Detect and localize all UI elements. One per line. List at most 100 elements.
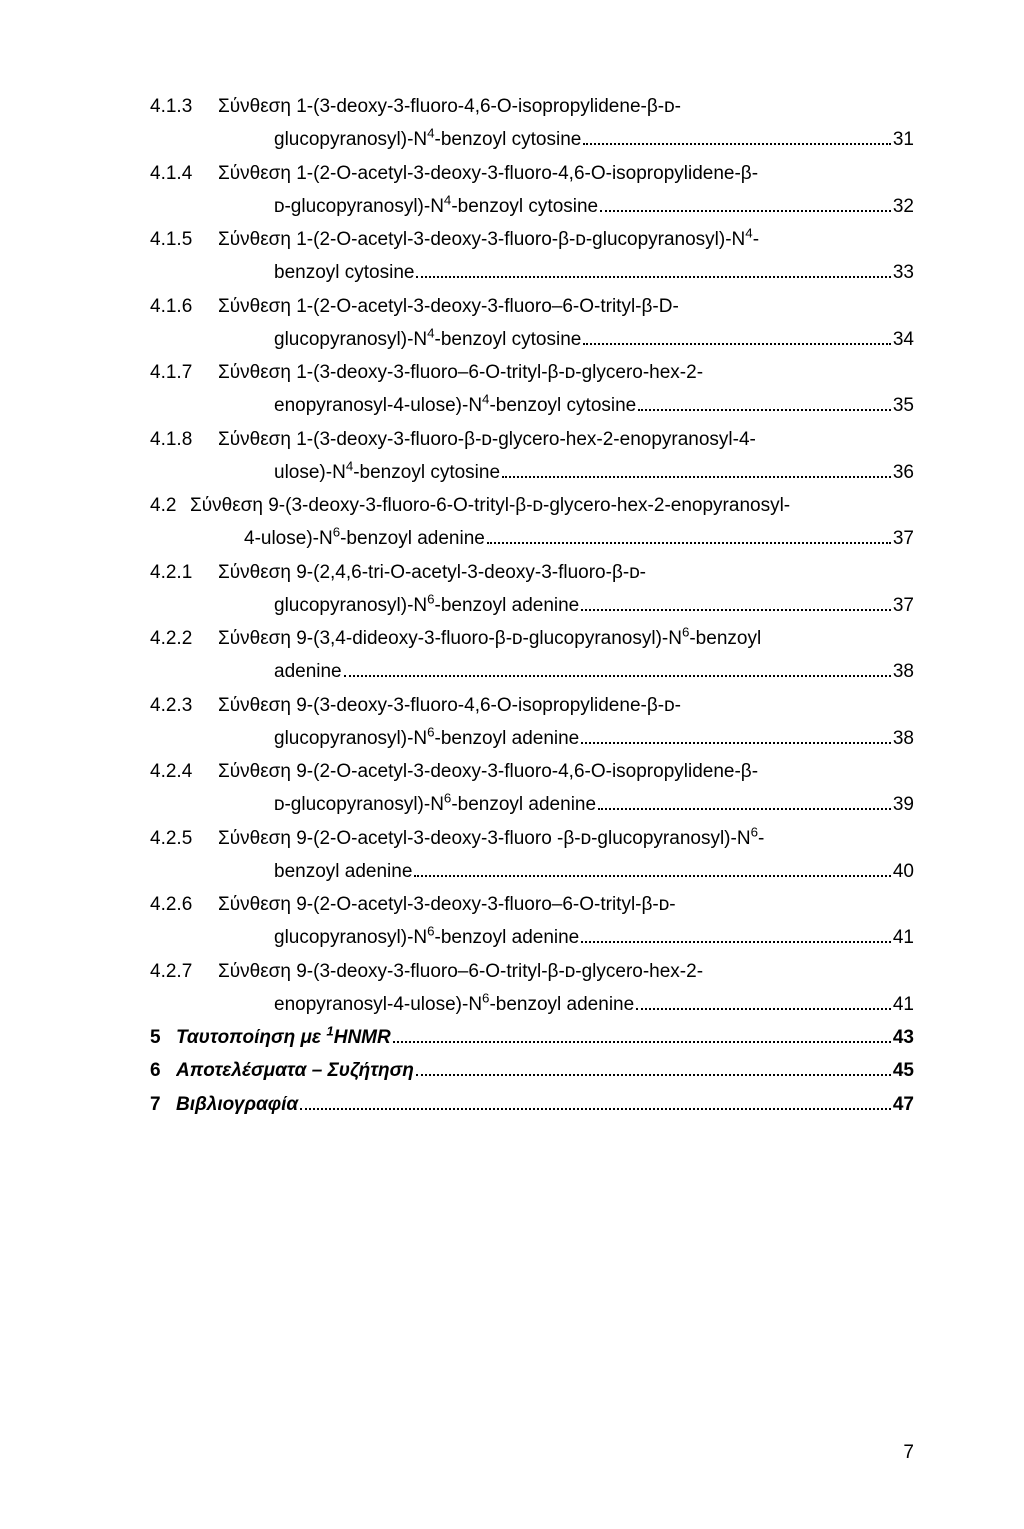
toc-label: Σύνθεση 9-(2,4,6-tri-O-acetyl-3-deoxy-3-… — [218, 556, 646, 589]
toc-leader: glucopyranosyl)-N6-benzoyl adenine37 — [274, 589, 914, 622]
toc-label: ᴅ-glucopyranosyl)-N6-benzoyl adenine — [274, 788, 596, 821]
toc-leader: enopyranosyl-4-ulose)-N6-benzoyl adenine… — [274, 988, 914, 1021]
toc-leader: ᴅ-glucopyranosyl)-N4-benzoyl cytosine 32 — [274, 190, 914, 223]
toc-entry: glucopyranosyl)-N6-benzoyl adenine38 — [150, 722, 914, 755]
toc-page: 47 — [893, 1088, 914, 1121]
toc-number: 4.2 — [150, 489, 190, 522]
toc-entry: enopyranosyl-4-ulose)-N4-benzoyl cytosin… — [150, 389, 914, 422]
toc-label: Σύνθεση 9-(3-deoxy-3-fluoro–6-O-trityl-β… — [218, 955, 703, 988]
toc-entry: ulose)-N4-benzoyl cytosine36 — [150, 456, 914, 489]
toc-entry-line: 4.2.2Σύνθεση 9-(3,4-dideoxy-3-fluoro-β-ᴅ… — [150, 622, 914, 655]
toc-dots — [414, 858, 890, 877]
toc-dots — [581, 592, 891, 611]
toc-entry-line: 4.1.3Σύνθεση 1-(3-deoxy-3-fluoro-4,6-O-i… — [150, 90, 914, 123]
toc-page: 40 — [893, 855, 914, 888]
toc-number: 4.2.1 — [150, 556, 218, 589]
toc-entry: ᴅ-glucopyranosyl)-N6-benzoyl adenine 39 — [150, 788, 914, 821]
toc-entry: 4-ulose)-N6-benzoyl adenine37 — [150, 522, 914, 555]
toc-label: Σύνθεση 9-(2-O-acetyl-3-deoxy-3-fluoro-4… — [218, 755, 758, 788]
toc-page: 37 — [893, 589, 914, 622]
toc-label: benzoyl adenine — [274, 855, 412, 888]
toc-entry: 7Βιβλιογραφία47 — [150, 1088, 914, 1121]
toc-indent — [150, 921, 274, 954]
toc-indent — [150, 788, 274, 821]
toc-page: 39 — [893, 788, 914, 821]
toc-entry: 6Αποτελέσματα – Συζήτηση 45 — [150, 1054, 914, 1087]
toc-label: Αποτελέσματα – Συζήτηση — [176, 1054, 414, 1087]
toc-dots — [487, 525, 891, 544]
toc-label: Ταυτοποίηση με 1HNMR — [176, 1021, 391, 1054]
toc-number: 4.2.2 — [150, 622, 218, 655]
toc-number: 4.1.6 — [150, 290, 218, 323]
toc-entry-line: 4.1.5Σύνθεση 1-(2-O-acetyl-3-deoxy-3-flu… — [150, 223, 914, 256]
toc-leader: benzoyl adenine 40 — [274, 855, 914, 888]
toc-entry-line: 4.1.8Σύνθεση 1-(3-deoxy-3-fluoro-β-ᴅ-gly… — [150, 423, 914, 456]
toc-leader: ᴅ-glucopyranosyl)-N6-benzoyl adenine 39 — [274, 788, 914, 821]
toc-page: 41 — [893, 921, 914, 954]
toc-dots — [581, 924, 891, 943]
toc-leader: glucopyranosyl)-N6-benzoyl adenine38 — [274, 722, 914, 755]
toc-page: 45 — [893, 1054, 914, 1087]
toc-page: 32 — [893, 190, 914, 223]
toc-entry: benzoyl cytosine 33 — [150, 256, 914, 289]
toc-entry-line: 4.2.7Σύνθεση 9-(3-deoxy-3-fluoro–6-O-tri… — [150, 955, 914, 988]
toc-number: 4.2.3 — [150, 689, 218, 722]
toc-leader: benzoyl cytosine 33 — [274, 256, 914, 289]
toc-dots — [416, 1057, 891, 1076]
toc-number: 4.2.4 — [150, 755, 218, 788]
toc-page: 34 — [893, 323, 914, 356]
toc-dots — [416, 259, 890, 278]
toc-leader: glucopyranosyl)-N4-benzoyl cytosine31 — [274, 123, 914, 156]
toc-label: adenine — [274, 655, 342, 688]
toc-label: glucopyranosyl)-N6-benzoyl adenine — [274, 921, 579, 954]
toc-dots — [598, 791, 891, 810]
toc-indent — [150, 522, 244, 555]
toc-page: 41 — [893, 988, 914, 1021]
toc-page: 43 — [893, 1021, 914, 1054]
toc-label: Σύνθεση 1-(2-O-acetyl-3-deoxy-3-fluoro–6… — [218, 290, 679, 323]
toc-label: enopyranosyl-4-ulose)-N4-benzoyl cytosin… — [274, 389, 636, 422]
toc-entry-line: 4.1.4Σύνθεση 1-(2-O-acetyl-3-deoxy-3-flu… — [150, 157, 914, 190]
toc-label: Σύνθεση 9-(3,4-dideoxy-3-fluoro-β-ᴅ-gluc… — [218, 622, 761, 655]
toc-entry: benzoyl adenine 40 — [150, 855, 914, 888]
toc-leader: ulose)-N4-benzoyl cytosine36 — [274, 456, 914, 489]
toc-entry: glucopyranosyl)-N6-benzoyl adenine37 — [150, 589, 914, 622]
toc-number: 4.1.8 — [150, 423, 218, 456]
toc-dots — [638, 392, 891, 411]
toc-number: 4.1.7 — [150, 356, 218, 389]
toc-entry-line: 4.1.6Σύνθεση 1-(2-O-acetyl-3-deoxy-3-flu… — [150, 290, 914, 323]
toc-dots — [300, 1090, 891, 1109]
toc-page: 36 — [893, 456, 914, 489]
toc-entry-line: 4.2.6Σύνθεση 9-(2-O-acetyl-3-deoxy-3-flu… — [150, 888, 914, 921]
toc-leader: 4-ulose)-N6-benzoyl adenine37 — [244, 522, 914, 555]
toc-entry: 5Ταυτοποίηση με 1HNMR 43 — [150, 1021, 914, 1054]
toc-dots — [583, 326, 891, 345]
toc-indent — [150, 123, 274, 156]
page-number: 7 — [903, 1442, 914, 1463]
toc-indent — [150, 655, 274, 688]
toc-label: ᴅ-glucopyranosyl)-N4-benzoyl cytosine — [274, 190, 598, 223]
toc-number: 4.1.5 — [150, 223, 218, 256]
toc-indent — [150, 589, 274, 622]
toc-indent — [150, 456, 274, 489]
toc-number: 7 — [150, 1088, 176, 1121]
toc-label: benzoyl cytosine — [274, 256, 414, 289]
toc-label: Σύνθεση 1-(3-deoxy-3-fluoro-β-ᴅ-glycero-… — [218, 423, 756, 456]
toc-dots — [502, 459, 891, 478]
toc-label: glucopyranosyl)-N4-benzoyl cytosine — [274, 123, 581, 156]
toc-page: 33 — [893, 256, 914, 289]
toc-leader: Αποτελέσματα – Συζήτηση 45 — [176, 1054, 914, 1087]
page: 4.1.3Σύνθεση 1-(3-deoxy-3-fluoro-4,6-O-i… — [0, 0, 1024, 1529]
toc-number: 6 — [150, 1054, 176, 1087]
toc-leader: glucopyranosyl)-N4-benzoyl cytosine 34 — [274, 323, 914, 356]
toc-entry-line: 4.2.5Σύνθεση 9-(2-O-acetyl-3-deoxy-3-flu… — [150, 822, 914, 855]
toc-page: 38 — [893, 722, 914, 755]
toc-number: 5 — [150, 1021, 176, 1054]
toc-dots — [393, 1024, 891, 1043]
toc-entry-line: 4.1.7Σύνθεση 1-(3-deoxy-3-fluoro–6-O-tri… — [150, 356, 914, 389]
toc-entry: glucopyranosyl)-N4-benzoyl cytosine31 — [150, 123, 914, 156]
toc-leader: Ταυτοποίηση με 1HNMR 43 — [176, 1021, 914, 1054]
toc-label: Σύνθεση 1-(2-O-acetyl-3-deoxy-3-fluoro-β… — [218, 223, 759, 256]
toc-label: glucopyranosyl)-N4-benzoyl cytosine — [274, 323, 581, 356]
toc-label: Σύνθεση 9-(3-deoxy-3-fluoro-4,6-O-isopro… — [218, 689, 681, 722]
